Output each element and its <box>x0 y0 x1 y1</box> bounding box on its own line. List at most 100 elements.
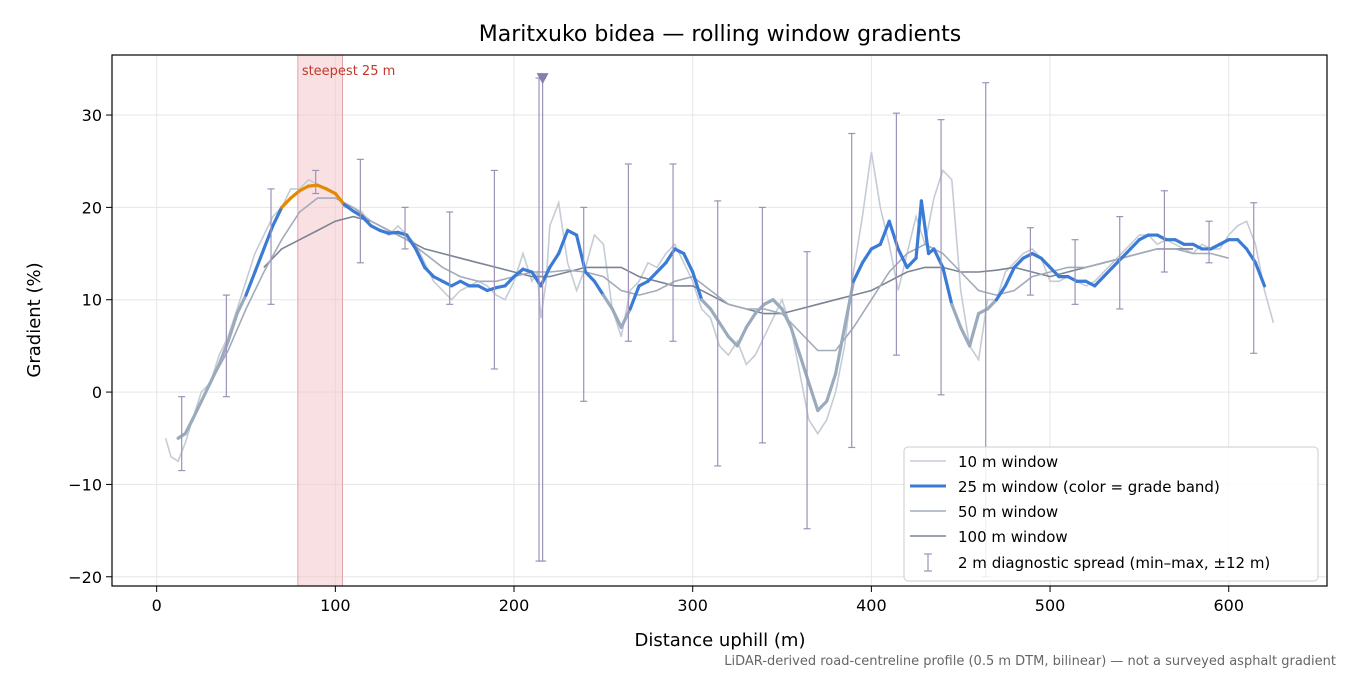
clipped-max-marker <box>536 73 549 85</box>
spread-bar <box>490 169 498 370</box>
series-25m-segment <box>190 399 203 422</box>
spread-bar <box>1250 202 1258 354</box>
spread-bar <box>1205 220 1213 264</box>
series-25m-segment <box>592 279 605 297</box>
y-tick-label: 10 <box>82 291 102 310</box>
series-25m-segment <box>959 325 972 348</box>
series-25m-segment <box>1039 256 1052 269</box>
x-axis-label: Distance uphill (m) <box>635 630 806 651</box>
series-25m-segment <box>807 381 820 413</box>
series-25m-segment <box>199 381 212 403</box>
spread-bar <box>312 169 320 195</box>
steepest-label: steepest 25 m <box>302 64 395 79</box>
x-axis-ticks: 0 100 200 300 400 500 600 <box>152 586 1244 615</box>
steepest-highlight: steepest 25 m <box>297 54 395 587</box>
series-25m-segment <box>1236 238 1249 251</box>
series-25m-segment <box>458 279 471 288</box>
spread-bar <box>758 206 766 444</box>
series-25m-segment <box>1093 275 1106 288</box>
y-tick-label: 20 <box>82 198 102 217</box>
series-25m-segment <box>682 251 695 274</box>
series-25m-segment <box>673 247 686 256</box>
y-tick-label: 30 <box>82 106 102 125</box>
series-25m-segment <box>968 311 981 348</box>
series-25m-segment <box>315 183 329 191</box>
spread-bar <box>535 77 543 562</box>
x-tick-label: 400 <box>856 596 887 615</box>
series-25m-segment <box>637 279 650 288</box>
series-25m-segment <box>1003 265 1016 288</box>
series-25m-segment <box>735 325 748 348</box>
series-25m-segment <box>1084 279 1097 288</box>
series-25m-segment <box>771 298 784 311</box>
series-25m-segment <box>253 247 266 274</box>
diagnostic-spread-bars <box>178 77 1258 578</box>
plot-frame <box>111 54 1328 587</box>
series-25m-segment <box>700 298 713 311</box>
spread-bar <box>580 206 588 402</box>
series-25m-segment <box>919 199 931 256</box>
series-25m-segment <box>869 242 882 251</box>
series-25m-segment <box>280 196 293 209</box>
spread-bar <box>803 251 811 530</box>
series-25m-segment <box>1191 242 1204 251</box>
series-25m-segment <box>503 275 516 288</box>
series-25m-segment <box>610 307 623 330</box>
spread-bar <box>267 188 275 305</box>
series-25m-segment <box>566 228 579 237</box>
legend: 10 m window 25 m window (color = grade b… <box>903 446 1319 582</box>
x-tick-label: 600 <box>1213 596 1244 615</box>
x-tick-label: 300 <box>677 596 708 615</box>
spread-bar <box>937 119 945 396</box>
chart-title: Maritxuko bidea — rolling window gradien… <box>479 22 962 47</box>
series-25m-segment <box>449 279 463 288</box>
spread-bar <box>624 163 632 342</box>
series-25m-segment <box>244 270 257 297</box>
legend-label-25m: 25 m window (color = grade band) <box>958 478 1220 496</box>
series-25m-segment <box>994 284 1007 302</box>
series-25m-segment <box>476 284 489 293</box>
series-25m-segment <box>1119 247 1133 260</box>
spread-bar <box>1116 216 1124 310</box>
spread-bar <box>669 163 677 342</box>
x-tick-label: 0 <box>152 596 162 615</box>
series-25m-segment <box>1102 265 1115 279</box>
legend-label-100m: 100 m window <box>958 528 1068 546</box>
series-25m-segment <box>289 189 302 200</box>
series-25m-segment <box>360 215 373 228</box>
series-25m-segment <box>414 247 427 269</box>
spread-bar <box>356 158 364 264</box>
spread-bar <box>446 211 454 305</box>
spread-bar <box>1160 190 1168 273</box>
spread-bar <box>714 200 722 467</box>
series-25m-segment <box>941 265 954 306</box>
series-25m-segment <box>1209 242 1222 251</box>
series-25m-segment <box>548 251 561 269</box>
series-25m-segment <box>235 293 248 316</box>
series-25m-segment <box>950 302 963 330</box>
series-25m-segment <box>512 267 525 279</box>
series-25m-segment <box>271 205 284 228</box>
spread-bar <box>1071 239 1079 305</box>
series-25m-segment <box>914 199 924 260</box>
series-25m-segment <box>405 233 418 251</box>
series-25m-segment <box>369 224 382 233</box>
spread-bar <box>892 112 900 356</box>
y-tick-label: −20 <box>68 568 102 587</box>
series-25m-segment <box>655 261 668 274</box>
series-25m-segment <box>646 270 659 283</box>
series-25m-segment <box>878 219 891 246</box>
spread-bar <box>539 77 547 562</box>
series-25m-segment <box>333 191 346 207</box>
series-25m-segment <box>825 372 838 403</box>
series-25m-segment <box>1030 251 1043 260</box>
series-25m-segment <box>905 256 918 269</box>
x-tick-label: 200 <box>499 596 530 615</box>
series-25m-segment <box>780 307 793 330</box>
series-25m-segment <box>1173 238 1186 246</box>
y-axis-ticks: −20 −10 0 10 20 30 <box>68 106 112 587</box>
series-25m-segment <box>1137 233 1150 242</box>
series-25m-segment <box>1128 238 1141 251</box>
series-25m-segment <box>860 247 873 265</box>
series-25m-segment <box>896 247 909 269</box>
